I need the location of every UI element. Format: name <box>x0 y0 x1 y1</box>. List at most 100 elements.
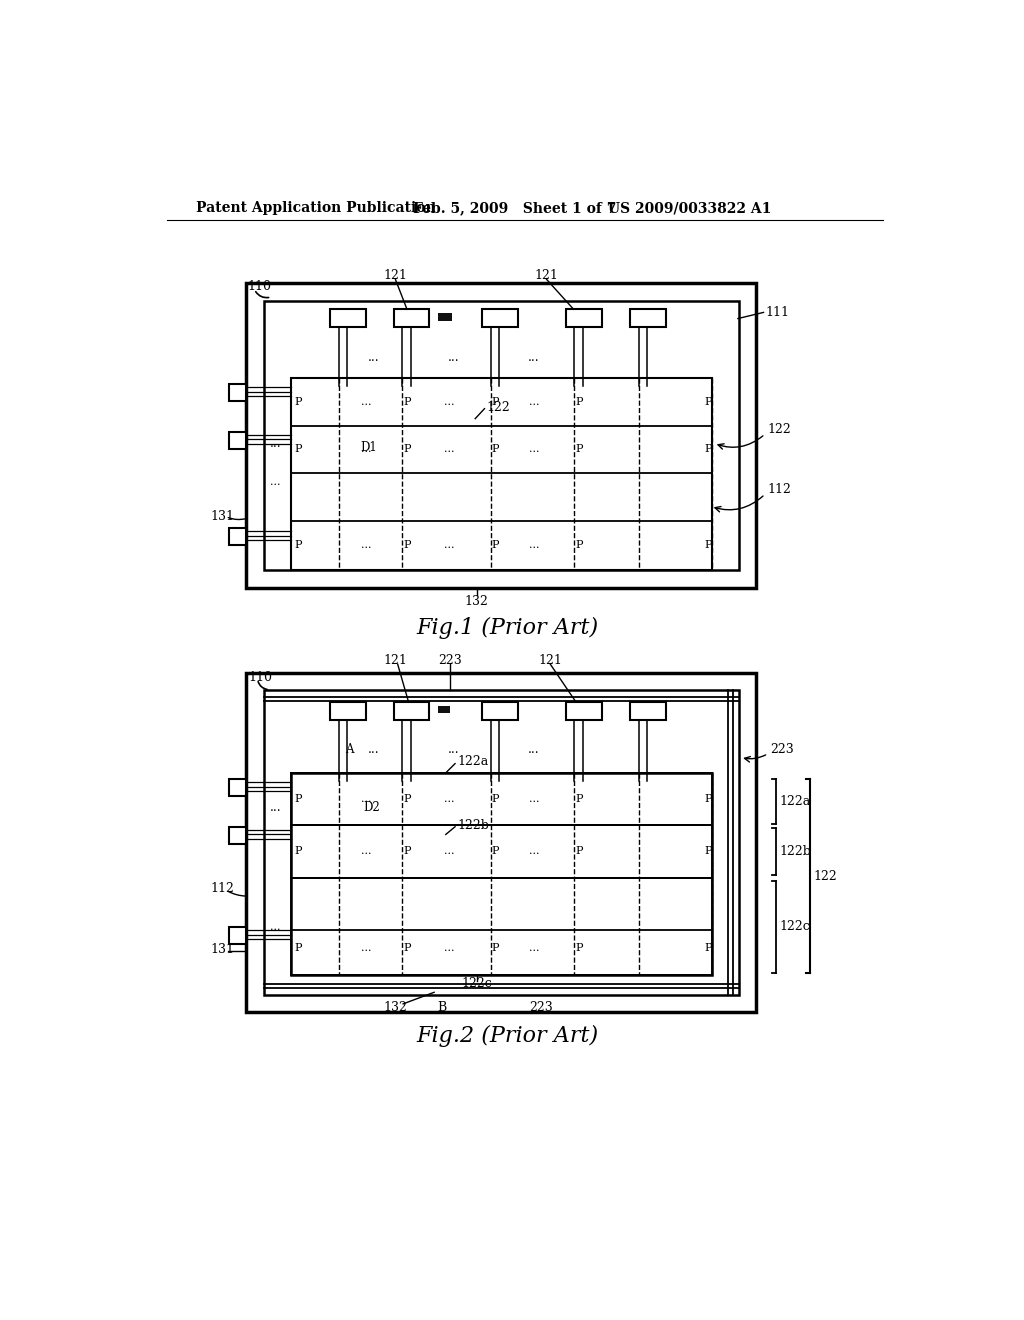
Bar <box>228 432 246 449</box>
Text: 223: 223 <box>437 653 462 667</box>
Text: P: P <box>575 445 583 454</box>
Text: B: B <box>437 1001 446 1014</box>
Text: 223: 223 <box>770 743 794 756</box>
Text: ...: ... <box>528 445 540 454</box>
Bar <box>394 309 429 327</box>
Text: ...: ... <box>368 743 380 756</box>
Text: P: P <box>492 445 499 454</box>
Text: 122: 122 <box>486 400 510 413</box>
Text: Fig.2 (Prior Art): Fig.2 (Prior Art) <box>417 1026 599 1047</box>
Text: ...: ... <box>361 540 372 550</box>
Text: P: P <box>705 846 713 857</box>
Bar <box>291 878 712 974</box>
Bar <box>438 706 450 713</box>
Bar <box>630 702 666 719</box>
Text: P: P <box>295 445 302 454</box>
Text: P: P <box>575 795 583 804</box>
Text: ...: ... <box>443 445 454 454</box>
Text: P: P <box>403 846 411 857</box>
Text: P: P <box>492 540 499 550</box>
Bar <box>228 779 246 796</box>
Text: 122b: 122b <box>458 818 489 832</box>
Bar <box>331 309 366 327</box>
Text: 122: 122 <box>814 870 838 883</box>
Text: 122c: 122c <box>779 920 810 933</box>
Bar <box>263 301 738 570</box>
Bar <box>291 774 712 825</box>
Bar <box>246 284 756 589</box>
Text: ...: ... <box>528 795 540 804</box>
Text: P: P <box>705 795 713 804</box>
Bar <box>394 702 429 719</box>
Text: 112: 112 <box>767 483 792 496</box>
Bar <box>566 309 601 327</box>
Text: 131: 131 <box>210 944 234 957</box>
Text: P: P <box>403 795 411 804</box>
Text: P: P <box>705 445 713 454</box>
Text: ...: ... <box>443 397 454 407</box>
Text: P: P <box>403 445 411 454</box>
Bar <box>228 927 246 944</box>
Text: ...: ... <box>528 397 540 407</box>
Text: A: A <box>345 743 353 756</box>
Text: P: P <box>295 540 302 550</box>
Text: ...: ... <box>361 846 372 857</box>
Text: 110: 110 <box>248 280 271 293</box>
Text: 121: 121 <box>539 653 562 667</box>
Text: 110: 110 <box>248 671 272 684</box>
Bar <box>246 673 756 1011</box>
Text: 111: 111 <box>765 306 790 319</box>
Text: P: P <box>705 397 713 407</box>
Text: 121: 121 <box>383 653 408 667</box>
Text: 223: 223 <box>529 1001 553 1014</box>
Text: P: P <box>492 846 499 857</box>
Bar <box>228 384 246 401</box>
Text: P: P <box>295 944 302 953</box>
Text: ...: ... <box>527 743 540 756</box>
Text: ...: ... <box>361 795 372 804</box>
Text: 112: 112 <box>210 882 234 895</box>
Text: ...: ... <box>361 944 372 953</box>
Text: ...: ... <box>443 846 454 857</box>
Text: 132: 132 <box>465 594 488 607</box>
Bar <box>482 702 518 719</box>
Text: 132: 132 <box>383 1001 408 1014</box>
Text: D1: D1 <box>359 441 377 454</box>
Text: ...: ... <box>361 397 372 407</box>
Text: ...: ... <box>269 801 281 814</box>
Text: ...: ... <box>528 846 540 857</box>
Bar <box>291 774 712 974</box>
Bar <box>331 702 366 719</box>
Text: ...: ... <box>443 795 454 804</box>
Text: Fig.1 (Prior Art): Fig.1 (Prior Art) <box>417 616 599 639</box>
Text: D2: D2 <box>364 801 381 814</box>
Bar <box>228 528 246 545</box>
Text: P: P <box>575 540 583 550</box>
Text: P: P <box>575 944 583 953</box>
Text: 122a: 122a <box>458 755 488 768</box>
Text: P: P <box>295 795 302 804</box>
Text: P: P <box>575 397 583 407</box>
Text: ...: ... <box>368 351 380 363</box>
Text: ...: ... <box>527 351 540 363</box>
Text: P: P <box>492 944 499 953</box>
Text: 122b: 122b <box>779 845 811 858</box>
Text: 122: 122 <box>767 422 792 436</box>
Text: ...: ... <box>361 445 372 454</box>
Text: 121: 121 <box>383 269 408 282</box>
Text: Feb. 5, 2009   Sheet 1 of 7: Feb. 5, 2009 Sheet 1 of 7 <box>414 202 616 215</box>
Text: P: P <box>295 397 302 407</box>
Text: ...: ... <box>447 743 460 756</box>
Bar <box>263 690 738 995</box>
Bar <box>482 309 518 327</box>
Text: Patent Application Publication: Patent Application Publication <box>197 202 436 215</box>
Bar <box>438 313 452 321</box>
Text: ...: ... <box>443 944 454 953</box>
Text: P: P <box>492 795 499 804</box>
Text: ...: ... <box>269 437 281 450</box>
Text: P: P <box>705 944 713 953</box>
Text: P: P <box>403 944 411 953</box>
Text: US 2009/0033822 A1: US 2009/0033822 A1 <box>608 202 772 215</box>
Text: ...: ... <box>528 540 540 550</box>
Text: P: P <box>492 397 499 407</box>
